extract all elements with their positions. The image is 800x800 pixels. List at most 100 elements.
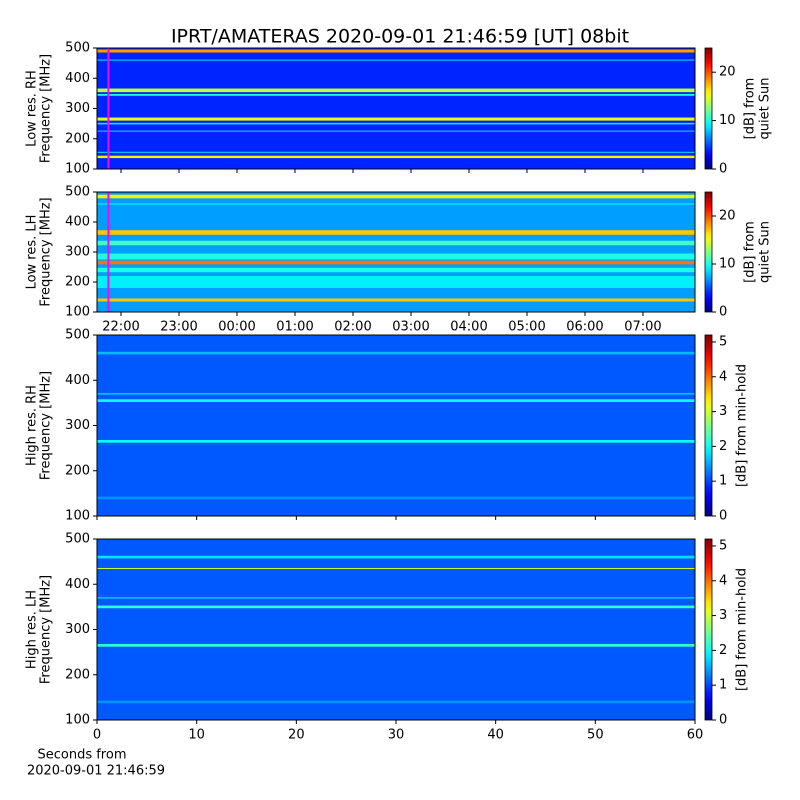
- y-tick-label: 100: [65, 713, 90, 728]
- x-tick-label: 0: [93, 728, 101, 743]
- spectral-band: [97, 230, 695, 235]
- y-axis-label: Low res. RH: [25, 70, 40, 147]
- heatmap-background: [97, 335, 695, 516]
- colorbar-tick-label: 10: [719, 257, 736, 272]
- spectral-band: [97, 298, 695, 302]
- spectral-band: [97, 260, 695, 265]
- x-axis-label: 2020-09-01 21:46:59: [27, 764, 165, 779]
- spectral-band: [97, 392, 695, 395]
- colorbar-label: quiet Sun: [758, 221, 773, 283]
- x-tick-label: 02:00: [334, 320, 371, 335]
- spectral-band: [97, 203, 695, 205]
- spectral-band: [97, 253, 695, 260]
- spectral-band: [97, 93, 695, 96]
- x-tick-label: 03:00: [392, 320, 429, 335]
- y-tick-label: 100: [65, 162, 90, 177]
- heatmap: [97, 192, 695, 312]
- colorbar-tick-label: 10: [719, 113, 736, 128]
- colorbar-tick-label: 4: [719, 573, 727, 588]
- spectral-band: [97, 194, 695, 199]
- y-tick-label: 300: [65, 101, 90, 116]
- y-tick-label: 100: [65, 509, 90, 524]
- x-tick-label: 22:00: [102, 320, 139, 335]
- colorbar-label: quiet Sun: [758, 77, 773, 139]
- y-tick-label: 200: [65, 275, 90, 290]
- heatmap-background: [97, 539, 695, 720]
- colorbar-tick-label: 1: [719, 678, 727, 693]
- spectral-band: [97, 399, 695, 402]
- spectral-band: [97, 555, 695, 559]
- y-axis-label: Frequency [MHz]: [39, 371, 54, 480]
- colorbar-tick-label: 5: [719, 538, 727, 553]
- colorbar-label: [dB] from: [743, 78, 758, 140]
- spectral-band: [97, 605, 695, 609]
- spectral-band: [97, 151, 695, 153]
- colorbar-tick-label: 3: [719, 608, 727, 623]
- y-tick-label: 500: [65, 185, 90, 200]
- y-tick-label: 500: [65, 328, 90, 343]
- colorbar: [704, 47, 713, 170]
- spectral-band: [97, 351, 695, 355]
- spectral-band: [97, 122, 695, 125]
- x-tick-label: 05:00: [508, 320, 545, 335]
- spectral-band: [97, 59, 695, 61]
- colorbar-tick-label: 0: [719, 162, 727, 177]
- heatmap: [97, 539, 695, 720]
- spectral-band: [97, 130, 695, 132]
- x-tick-label: 50: [587, 728, 604, 743]
- x-tick-label: 10: [188, 728, 205, 743]
- colorbar-tick-label: 5: [719, 334, 727, 349]
- heatmap: [97, 48, 695, 169]
- x-tick-label: 06:00: [566, 320, 603, 335]
- y-tick-label: 200: [65, 463, 90, 478]
- y-axis-label: High res. RH: [25, 385, 40, 466]
- colorbar-tick-label: 0: [719, 305, 727, 320]
- y-tick-label: 500: [65, 41, 90, 56]
- x-tick-label: 60: [687, 728, 704, 743]
- y-tick-label: 200: [65, 131, 90, 146]
- spectral-band: [97, 596, 695, 599]
- spectral-band: [97, 567, 695, 569]
- x-tick-label: 04:00: [450, 320, 487, 335]
- colorbar-tick-label: 2: [719, 643, 727, 658]
- heatmap: [97, 335, 695, 516]
- y-tick-label: 300: [65, 622, 90, 637]
- x-tick-label: 00:00: [218, 320, 255, 335]
- y-tick-label: 300: [65, 418, 90, 433]
- x-tick-label: 20: [288, 728, 305, 743]
- spectral-band: [97, 276, 695, 288]
- y-tick-label: 400: [65, 71, 90, 86]
- colorbar-tick-label: 0: [719, 509, 727, 524]
- colorbar-label: [dB] from: [743, 221, 758, 283]
- heatmap-background: [97, 192, 695, 312]
- spectral-band: [97, 439, 695, 443]
- spectral-band: [97, 49, 695, 53]
- colorbar-tick-label: 1: [719, 474, 727, 489]
- figure-title: IPRT/AMATERAS 2020-09-01 21:46:59 [UT] 0…: [171, 26, 629, 48]
- y-tick-label: 200: [65, 667, 90, 682]
- spectral-band: [97, 496, 695, 500]
- colorbar-tick-label: 20: [719, 65, 736, 80]
- y-axis-label: Frequency [MHz]: [39, 197, 54, 306]
- y-tick-label: 400: [65, 373, 90, 388]
- y-tick-label: 300: [65, 245, 90, 260]
- colorbar: [704, 191, 713, 313]
- colorbar: [704, 538, 713, 721]
- heatmap-background: [97, 48, 695, 169]
- y-tick-label: 400: [65, 215, 90, 230]
- colorbar-label: [dB] from min-hold: [735, 364, 750, 487]
- spectral-band: [97, 117, 695, 121]
- y-axis-label: Frequency [MHz]: [39, 54, 54, 163]
- spectral-band: [97, 155, 695, 159]
- spectral-band: [97, 643, 695, 647]
- y-axis-label: High res. LH: [25, 590, 40, 669]
- y-axis-label: Frequency [MHz]: [39, 575, 54, 684]
- y-axis-label: Low res. LH: [25, 215, 40, 290]
- colorbar-tick-label: 0: [719, 713, 727, 728]
- spectral-band: [97, 88, 695, 93]
- x-tick-label: 07:00: [624, 320, 661, 335]
- colorbar-tick-label: 2: [719, 439, 727, 454]
- colorbar-tick-label: 4: [719, 369, 727, 384]
- y-tick-label: 500: [65, 532, 90, 547]
